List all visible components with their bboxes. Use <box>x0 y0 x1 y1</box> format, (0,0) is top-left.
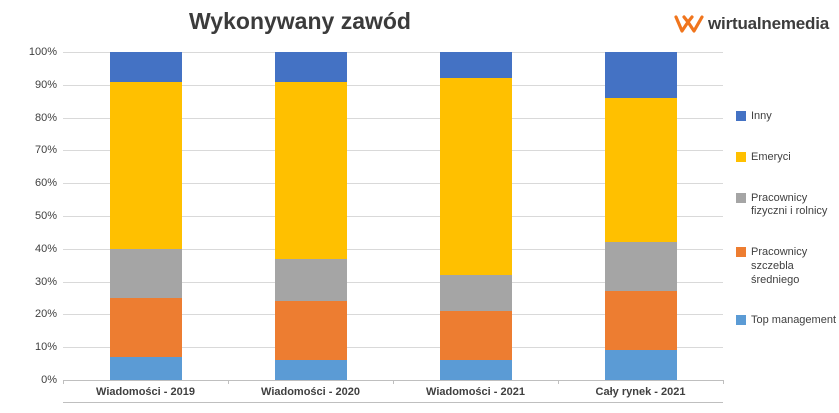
gridline <box>63 183 723 184</box>
legend-label: Pracownicy fizyczni i rolnicy <box>751 191 828 218</box>
x-axis-label: Wiadomości - 2019 <box>96 386 195 398</box>
legend-item: Pracownicy szczebla średniego <box>736 246 836 287</box>
bar-segment-3-inny <box>440 52 512 79</box>
legend-swatch-icon <box>736 315 746 326</box>
gridline <box>63 150 723 151</box>
bar-segment-1-top-management <box>110 357 182 380</box>
bar-segment-4-emeryci <box>605 97 677 243</box>
category-labels-bottom-line <box>63 402 723 403</box>
y-axis-label: 60% <box>34 177 57 189</box>
logo-text: wirtualnemedia <box>708 14 829 33</box>
bar-segment-2-top-management <box>275 360 347 380</box>
bar-segment-3-top-management <box>440 360 512 380</box>
gridline <box>63 249 723 250</box>
gridline <box>63 85 723 86</box>
axis-tick <box>723 380 724 384</box>
legend-label: Pracownicy szczebla średniego <box>751 246 808 286</box>
bar-segment-1-emeryci <box>110 81 182 249</box>
y-axis-label: 20% <box>34 308 57 320</box>
axis-tick <box>63 380 64 384</box>
legend-label: Emeryci <box>751 150 791 163</box>
bar-segment-2-emeryci <box>275 81 347 259</box>
y-axis-label: 0% <box>41 374 57 386</box>
y-axis-label: 80% <box>34 112 57 124</box>
y-axis-label: 40% <box>34 243 57 255</box>
gridline <box>63 118 723 119</box>
bar-segment-4-pracownicy-fizyczni-i-rolnicy <box>605 242 677 292</box>
x-axis-label: Wiadomości - 2021 <box>426 386 525 398</box>
bar-segment-4-inny <box>605 52 677 98</box>
y-axis-label: 10% <box>34 341 57 353</box>
legend-item: Top management <box>736 314 836 328</box>
chart-title: Wykonywany zawód <box>189 8 411 34</box>
axis-tick <box>558 380 559 384</box>
bar-segment-2-inny <box>275 52 347 82</box>
bar-segment-1-pracownicy-fizyczni-i-rolnicy <box>110 248 182 298</box>
gridline <box>63 314 723 315</box>
gridline <box>63 216 723 217</box>
legend-swatch-icon <box>736 111 746 121</box>
bar-segment-4-pracownicy-szczebla-średniego <box>605 291 677 351</box>
bar-segment-3-emeryci <box>440 78 512 276</box>
bar-segment-1-inny <box>110 52 182 82</box>
bar-segment-3-pracownicy-szczebla-średniego <box>440 311 512 361</box>
y-axis-label: 100% <box>28 46 57 58</box>
legend-swatch-icon <box>736 247 746 257</box>
legend-label: Top management <box>751 314 836 327</box>
legend-item: Inny <box>736 110 836 124</box>
gridline <box>63 282 723 283</box>
y-axis-label: 50% <box>34 210 57 222</box>
x-axis-label: Cały rynek - 2021 <box>595 386 686 398</box>
bar-segment-4-top-management <box>605 350 677 380</box>
axis-tick <box>393 380 394 384</box>
bar-segment-2-pracownicy-szczebla-średniego <box>275 301 347 361</box>
gridline <box>63 347 723 348</box>
y-axis-label: 30% <box>34 276 57 288</box>
bar-segment-2-pracownicy-fizyczni-i-rolnicy <box>275 258 347 302</box>
legend-item: Emeryci <box>736 151 836 165</box>
chart-legend: Inny Emeryci Pracownicy fizyczni i rolnicy… <box>736 110 836 328</box>
wirtualnemedia-logo: wirtualnemedia <box>674 13 829 35</box>
y-axis-label: 90% <box>34 79 57 91</box>
y-axis-label: 70% <box>34 144 57 156</box>
bar-segment-1-pracownicy-szczebla-średniego <box>110 298 182 358</box>
x-axis-label: Wiadomości - 2020 <box>261 386 360 398</box>
legend-label: Inny <box>751 110 772 122</box>
legend-swatch-icon <box>736 151 746 162</box>
legend-swatch-icon <box>736 192 746 203</box>
gridline <box>63 52 723 53</box>
legend-item: Pracownicy fizyczni i rolnicy <box>736 192 836 220</box>
bar-segment-3-pracownicy-fizyczni-i-rolnicy <box>440 275 512 312</box>
axis-tick <box>228 380 229 384</box>
logo-w-icon <box>674 15 704 33</box>
